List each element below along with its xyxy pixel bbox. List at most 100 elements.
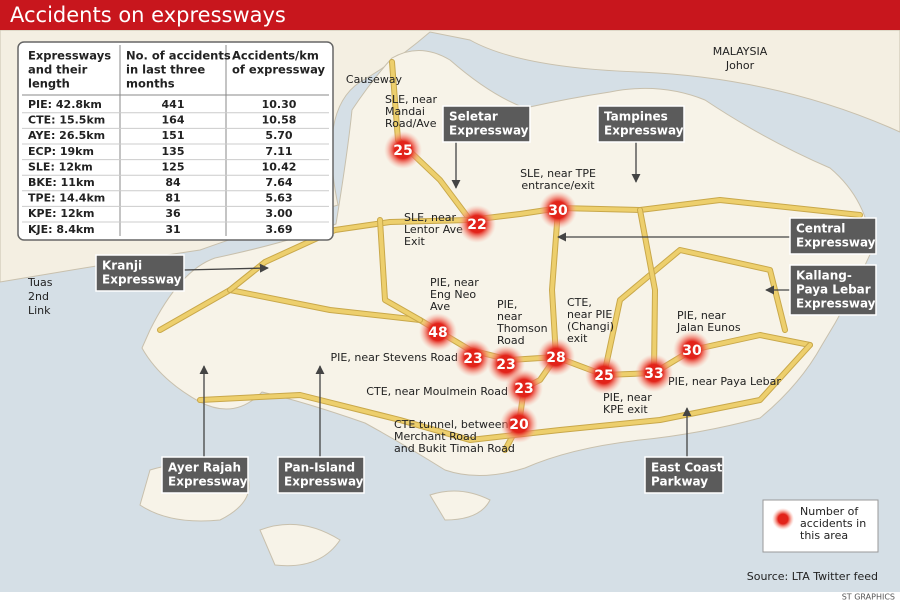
callout-label: Expressway [604,124,684,138]
callout-box [789,217,877,255]
hotspot-label: Road [497,334,525,347]
hotspot-label: SLE, near TPE [520,167,596,180]
hotspot-label: Eng Neo [430,288,476,301]
hotspot-label: Ave [430,300,450,313]
hotspot [454,339,492,377]
place-label: Causeway [346,73,403,86]
hotspot [585,356,623,394]
table-cell: AYE: 26.5km [28,129,105,142]
hotspot-label: CTE tunnel, between [394,418,508,431]
callout-box [442,105,531,143]
callout-box [161,456,249,494]
table-cell: SLE: 12km [28,160,93,173]
callout-label: Expressway [168,475,248,489]
hotspot-label: KPE exit [603,403,648,416]
place-label: Link [28,304,51,317]
source: Source: LTA Twitter feed [747,570,878,583]
hotspot [384,131,422,169]
hotspot-count: 48 [428,325,447,341]
column-header: Accidents/km [232,49,319,63]
table-cell: 10.58 [262,114,297,127]
hotspot [635,354,673,392]
callout-label: Expressway [796,297,876,311]
table-cell: 84 [165,176,181,189]
place-label: Tuas [27,276,53,289]
hotspot [537,338,575,376]
table-cell: 5.63 [265,192,292,205]
table-cell: CTE: 15.5km [28,114,105,127]
island [259,523,341,567]
hotspot-label: PIE, near [603,391,652,404]
callout-label: Kallang- [796,269,852,283]
callout-label: Central [796,222,845,236]
table-cell: 3.00 [265,207,292,220]
table-cell: PIE: 42.8km [28,98,102,111]
hotspot-label: Jalan Eunos [676,321,741,334]
hotspot-label: SLE, near [385,93,438,106]
callout-arrows [183,140,790,457]
credit: ST GRAPHICS [842,593,895,602]
hotspot-label: SLE, near [404,211,457,224]
table-cell: 10.30 [262,98,297,111]
callout-box [277,456,365,494]
table-cell: 10.42 [262,160,297,173]
callout-box [597,105,685,143]
table-cell: 441 [162,98,185,111]
callout-box [789,264,877,316]
hotspot-label: CTE, [567,296,592,309]
hotspot-label: PIE, near Paya Lebar [668,375,781,388]
table-cell: 31 [165,223,180,236]
callout-label: Parkway [651,475,708,489]
header-bar [0,0,900,30]
column-header: and their [28,63,88,77]
table-cell: 125 [162,160,185,173]
callout-label: Pan-Island [284,461,355,475]
legend-label: Number of [800,505,859,518]
table-cell: 7.64 [265,176,292,189]
column-header: in last three [126,63,205,77]
callout-label: Tampines [604,110,668,124]
hotspot-label: exit [567,332,588,345]
callout-label: East Coast [651,461,723,475]
hotspot-label: PIE, near [677,309,726,322]
hotspot-label: Lentor Ave [404,223,463,236]
hotspot-label: near PIE [567,308,612,321]
callout-label: Expressway [102,273,182,287]
hotspot [673,331,711,369]
hotspot [500,405,538,443]
table-cell: 36 [165,207,181,220]
callout-label: Expressway [796,236,876,250]
place-label: MALAYSIA [713,45,768,58]
callout-box [95,254,185,292]
hotspot-label: and Bukit Timah Road [394,442,515,455]
hotspot-label: PIE, [497,298,517,311]
column-header: of expressway [232,63,326,77]
hotspot-label: entrance/exit [521,179,595,192]
hotspot-count: 30 [682,343,702,359]
callout-label: Seletar [449,110,498,124]
column-header: No. of accidents [126,49,231,63]
hotspot-label: near [497,310,522,323]
hotspot-label: Thomson [496,322,548,335]
hotspot-label: PIE, near [430,276,479,289]
callouts: SeletarExpresswayTampinesExpresswayCentr… [95,105,877,494]
hotspot [505,369,543,407]
table-cell: 81 [165,192,180,205]
title: Accidents on expressways [10,3,286,27]
place-label: 2nd [28,290,49,303]
table-cell: 7.11 [265,145,292,158]
callout-label: Ayer Rajah [168,461,241,475]
legend-swatch [772,508,794,530]
hotspot-count: 30 [548,203,568,219]
column-header: length [28,77,70,91]
hotspot-count: 20 [509,417,529,433]
hotspot [539,191,577,229]
table-cell: 151 [162,129,185,142]
hotspot-count: 33 [644,366,663,382]
table-cell: 135 [162,145,185,158]
